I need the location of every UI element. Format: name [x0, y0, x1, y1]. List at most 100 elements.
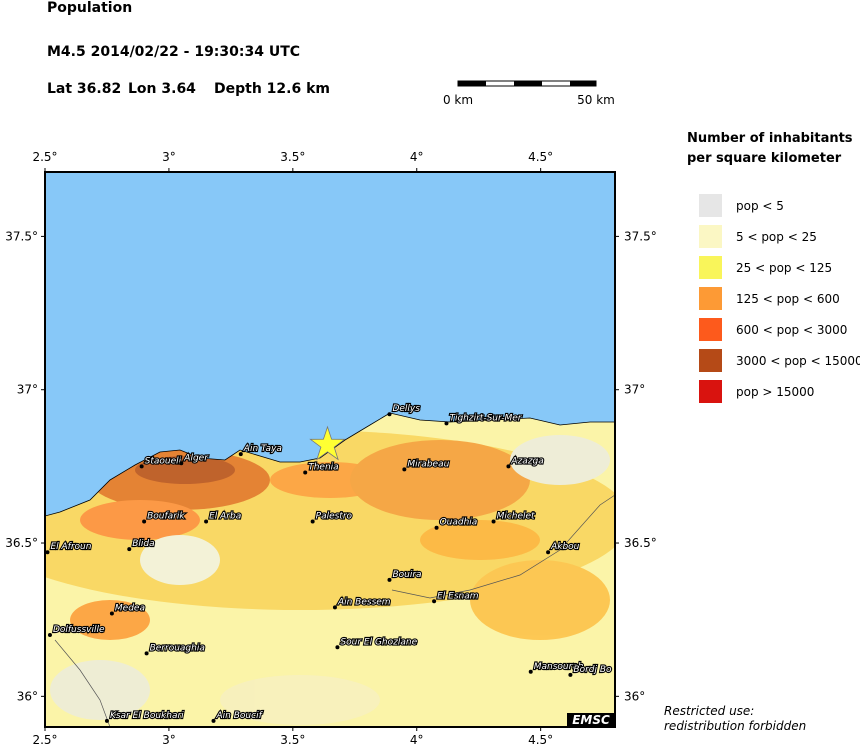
legend-swatch	[699, 380, 722, 403]
city-dot	[335, 645, 340, 650]
legend-label: 3000 < pop < 15000	[736, 354, 860, 368]
city-dot	[142, 519, 147, 524]
city-label: Boufarik	[147, 512, 185, 522]
legend-swatch	[699, 256, 722, 279]
city-dot	[387, 577, 392, 582]
city-dot	[179, 461, 184, 466]
lon-label: 3.5°	[280, 150, 305, 164]
boundary	[391, 494, 615, 599]
city-label: Bordj Bo	[573, 665, 612, 675]
lon-label: 4°	[410, 733, 424, 747]
legend-label: pop > 15000	[736, 385, 814, 399]
city-dot	[104, 718, 109, 723]
legend-label: pop < 5	[736, 199, 784, 213]
city-dot	[332, 605, 337, 610]
lon-label: 3°	[162, 150, 176, 164]
city-dot	[444, 421, 449, 426]
city-label: Azazga	[510, 456, 543, 466]
legend-title: per square kilometer	[687, 151, 842, 166]
city-label: Berrouaghia	[150, 643, 205, 653]
lat-label: 36.5°	[5, 536, 38, 550]
city-label: El Afroun	[50, 542, 91, 552]
epicenter	[309, 425, 346, 461]
lon-label: 2.5°	[32, 150, 57, 164]
city-label: El Esnam	[437, 591, 479, 601]
scale-start: 0 km	[443, 93, 473, 107]
city-dot	[303, 470, 308, 475]
lon-label: 2.5°	[32, 733, 57, 747]
city-dot	[45, 550, 50, 555]
city-dot	[434, 525, 439, 530]
city-dot	[109, 611, 114, 616]
city-dot	[47, 633, 52, 638]
footer: redistribution forbidden	[664, 719, 806, 733]
city-label: Dolfussville	[53, 625, 105, 635]
city-dot	[528, 669, 533, 674]
city-label: Medea	[115, 604, 145, 614]
legend-label: 5 < pop < 25	[736, 230, 817, 244]
city-label: Akbou	[550, 542, 580, 552]
sea	[45, 172, 615, 517]
city-dot	[546, 550, 551, 555]
city-dot	[491, 519, 496, 524]
legend-label: 600 < pop < 3000	[736, 323, 847, 337]
lat-label: 37.5°	[624, 229, 657, 243]
city-label: Alger	[183, 453, 209, 463]
legend-swatch	[699, 287, 722, 310]
legend-swatch	[699, 225, 722, 248]
city-dot	[568, 672, 573, 677]
city-label: Palestro	[316, 512, 353, 522]
legend-label: 125 < pop < 600	[736, 292, 840, 306]
city-label: Blida	[132, 539, 154, 549]
city-label: El Arba	[209, 512, 241, 522]
event: M4.5 2014/02/22 - 19:30:34 UTC	[47, 44, 300, 60]
city-label: Tighzirt-Sur-Mer	[449, 413, 522, 423]
lat-label: 37°	[17, 383, 38, 397]
city-dot	[144, 651, 149, 656]
city-dot	[310, 519, 315, 524]
lat-label: 36°	[624, 689, 645, 703]
badge: EMSC	[572, 713, 610, 727]
lon: Lon 3.64	[128, 81, 196, 97]
city-dot	[387, 412, 392, 417]
city-dot	[211, 718, 216, 723]
city-label: Staoueli	[145, 456, 182, 466]
city-dot	[204, 519, 209, 524]
scale-bar	[457, 80, 597, 87]
lon-label: 3°	[162, 733, 176, 747]
city-dot	[432, 599, 437, 604]
city-label: Ain Taya	[243, 444, 282, 454]
title: Population	[47, 0, 132, 16]
badge-bg	[567, 713, 615, 727]
city-label: Mansourah	[534, 662, 584, 672]
lat: Lat 36.82	[47, 81, 121, 97]
city-label: Dellys	[392, 404, 420, 414]
city-label: Ain Bessem	[337, 597, 391, 607]
city-label: Ouadhia	[440, 518, 478, 528]
lat-label: 36.5°	[624, 536, 657, 550]
city-label: Thenia	[308, 462, 338, 472]
lon-label: 4.5°	[528, 150, 553, 164]
legend-title: Number of inhabitants	[687, 131, 853, 146]
depth: Depth 12.6 km	[214, 81, 330, 97]
lon-label: 4.5°	[528, 733, 553, 747]
footer: Restricted use:	[664, 704, 754, 718]
legend-swatch	[699, 349, 722, 372]
lat-label: 37°	[624, 383, 645, 397]
density-patches	[45, 430, 615, 725]
scale-end: 50 km	[577, 93, 615, 107]
city-label: Bouira	[392, 570, 421, 580]
city-dot	[127, 547, 132, 552]
lon-label: 3.5°	[280, 733, 305, 747]
map-area	[45, 172, 615, 727]
city-label: Ain Boucif	[216, 711, 264, 721]
lon-label: 4°	[410, 150, 424, 164]
city-label: Ksar El Boukhari	[110, 711, 184, 721]
legend-label: 25 < pop < 125	[736, 261, 832, 275]
city-dot	[238, 452, 243, 457]
city-dot	[506, 464, 511, 469]
city-label: Michelet	[497, 512, 535, 522]
boundary	[54, 639, 111, 727]
city-label: Sour El Ghozlane	[340, 637, 417, 647]
